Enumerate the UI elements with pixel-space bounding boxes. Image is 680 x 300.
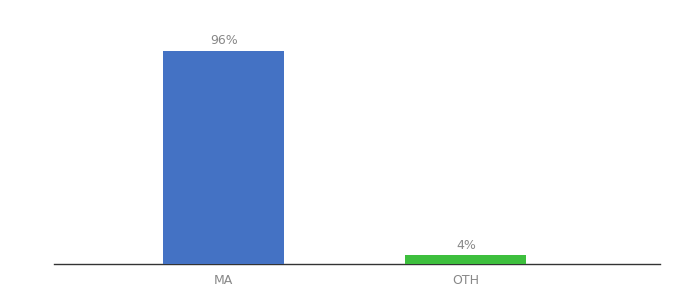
Text: 4%: 4% [456,239,476,252]
Bar [163,51,284,264]
Text: 96%: 96% [210,34,238,47]
Bar [405,255,526,264]
